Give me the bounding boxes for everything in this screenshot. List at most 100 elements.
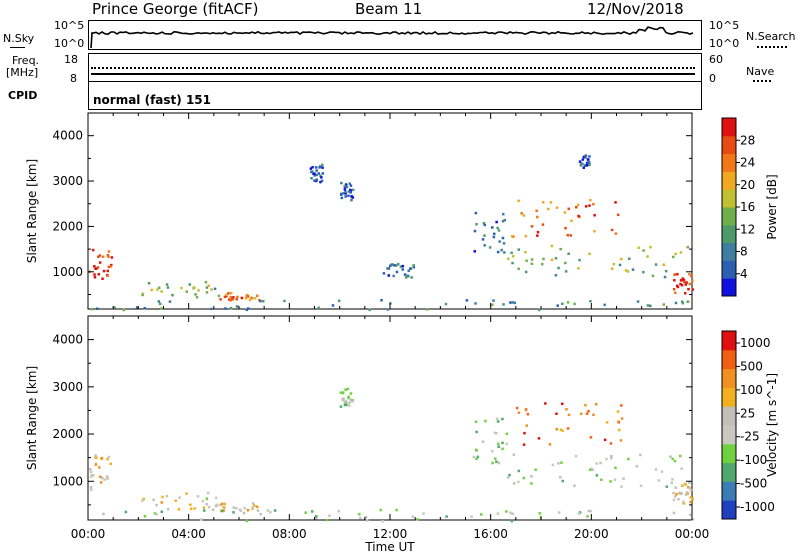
- data-point: [205, 291, 209, 294]
- data-point: [239, 509, 243, 512]
- data-point: [158, 286, 161, 289]
- data-point: [536, 230, 540, 234]
- data-point: [326, 518, 329, 522]
- data-point: [559, 428, 563, 431]
- data-point: [588, 468, 592, 472]
- colorbar-segment: [722, 387, 736, 407]
- data-point: [483, 234, 486, 237]
- data-point: [674, 301, 678, 305]
- data-point: [399, 265, 403, 268]
- data-point: [101, 277, 104, 280]
- freq-unit: [MHz]: [6, 66, 39, 79]
- data-point: [337, 299, 341, 303]
- data-point: [689, 500, 692, 504]
- data-point: [103, 478, 106, 481]
- colorbar-segment: [722, 242, 736, 261]
- data-point: [646, 304, 650, 307]
- y-tick-label: 4000: [52, 333, 83, 347]
- colorbar-segment: [722, 224, 736, 244]
- data-point: [587, 409, 590, 413]
- data-point: [672, 491, 675, 495]
- data-point: [586, 158, 590, 161]
- data-point: [547, 207, 550, 211]
- data-point: [557, 462, 560, 465]
- data-point: [505, 432, 509, 436]
- data-point: [337, 509, 340, 513]
- data-point: [350, 195, 353, 198]
- data-point: [311, 166, 314, 169]
- data-point: [556, 304, 559, 307]
- data-point: [342, 192, 345, 195]
- data-point: [563, 211, 567, 214]
- data-point: [503, 251, 506, 254]
- data-point: [210, 307, 213, 311]
- data-point: [541, 262, 544, 266]
- data-point: [688, 513, 692, 517]
- data-point: [321, 172, 325, 175]
- data-point: [206, 491, 210, 495]
- data-point: [106, 274, 110, 278]
- data-point: [561, 429, 564, 433]
- data-point: [691, 279, 694, 282]
- data-point: [253, 297, 257, 300]
- data-point: [210, 288, 213, 291]
- data-point: [618, 428, 621, 432]
- data-point: [494, 457, 497, 460]
- data-point: [474, 420, 478, 423]
- data-point: [240, 296, 244, 300]
- plot-frame-power: [87, 112, 693, 310]
- data-point: [500, 248, 503, 252]
- data-point: [94, 463, 98, 466]
- data-point: [344, 190, 347, 194]
- data-point: [609, 442, 613, 445]
- data-point: [319, 180, 322, 184]
- data-point: [204, 280, 208, 284]
- data-point: [320, 179, 324, 183]
- data-point: [672, 255, 675, 259]
- data-point: [688, 273, 691, 276]
- data-point: [319, 165, 322, 168]
- data-point: [331, 304, 335, 307]
- data-point: [678, 454, 682, 458]
- data-point: [624, 269, 628, 272]
- data-point: [664, 269, 668, 273]
- data-point: [686, 492, 690, 495]
- data-point: [345, 403, 348, 407]
- data-point: [674, 486, 677, 489]
- data-point: [207, 505, 211, 509]
- data-point: [582, 155, 586, 159]
- data-point: [473, 229, 477, 233]
- data-point: [358, 512, 361, 516]
- data-point: [224, 307, 227, 310]
- data-point: [341, 391, 345, 395]
- data-point: [89, 468, 92, 471]
- data-point: [626, 270, 630, 273]
- data-point: [515, 406, 519, 410]
- data-point: [681, 484, 684, 487]
- data-point: [584, 205, 588, 208]
- data-point: [315, 178, 318, 181]
- data-point: [483, 244, 486, 247]
- data-point: [530, 482, 533, 485]
- data-point: [620, 404, 623, 407]
- data-point: [344, 192, 347, 195]
- data-point: [646, 255, 649, 258]
- colorbar-segment: [722, 406, 736, 426]
- colorbar-tick-label: 8: [740, 245, 748, 259]
- data-point: [349, 398, 353, 401]
- data-point: [564, 261, 567, 265]
- data-point: [380, 299, 383, 302]
- data-point: [205, 497, 209, 500]
- data-point: [213, 287, 217, 291]
- data-point: [214, 496, 218, 500]
- data-point: [639, 453, 642, 457]
- data-point: [166, 507, 170, 511]
- data-point: [214, 504, 218, 508]
- data-point: [188, 283, 191, 286]
- data-point: [109, 265, 112, 268]
- data-point: [687, 486, 690, 489]
- data-point: [536, 234, 539, 237]
- data-point: [248, 298, 252, 302]
- data-point: [93, 265, 96, 268]
